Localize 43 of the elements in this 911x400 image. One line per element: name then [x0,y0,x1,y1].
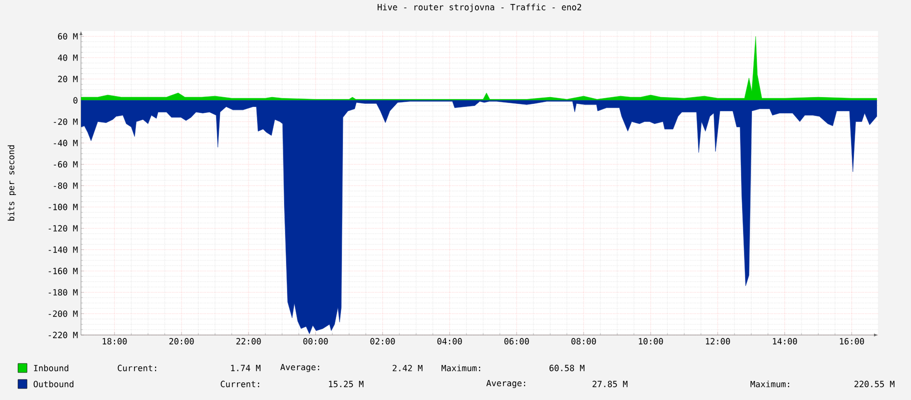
text: Current: [118,364,156,372]
x-tick-label: 14:00 [772,338,797,344]
x-tick-label: 12:00 [706,338,730,344]
y-tick-label: -120 M [48,225,78,232]
x-tick-label: 02:00 [370,338,395,344]
y-tick-label: -40 M [54,140,78,146]
text: Maximum: [750,380,790,388]
y-tick-label: -160 M [48,268,78,274]
y-tick-label: -80 M [54,182,78,189]
x-tick-label: 08:00 [571,338,596,344]
y-tick-label: -180 M [48,289,78,296]
y-tick-label: -60 M [54,161,78,168]
x-tick-label: 20:00 [169,338,194,344]
y-tick-label: -100 M [48,204,78,210]
y-tick-label: 60 M [58,33,78,40]
y-tick-label: 40 M [58,54,78,61]
y-tick-label: -200 M [48,310,78,317]
x-tick-label: 04:00 [437,338,462,344]
text: Average: [280,364,320,372]
x-tick-label: 00:00 [303,338,328,344]
y-tick-label: 20 M [58,76,78,82]
y-tick-label: -20 M [54,118,78,125]
text: Average: [486,380,526,388]
text: 2.42 M [392,364,422,372]
x-tick-label: 10:00 [638,338,663,344]
y-tick-label: -140 M [48,246,78,253]
text: Current: [220,380,260,388]
chart-title: Hive - router strojovna - Traffic - eno2 [378,4,582,12]
x-tick-label: 06:00 [504,338,529,344]
text: 220.55 M [854,380,894,388]
y-tick-label: 0 [73,97,78,104]
text: 1.74 M [231,364,260,372]
text: 27.85 M [592,380,628,388]
y-axis-title: bits per second [8,145,16,221]
legend-label: Outbound [34,380,74,388]
text: 15.25 M [329,380,364,388]
text: 60.58 M [550,364,584,372]
x-tick-label: 22:00 [236,338,261,344]
x-tick-label: 18:00 [102,338,127,344]
y-tick-label: -220 M [48,332,78,338]
text: Maximum: [442,364,480,372]
x-tick-label: 16:00 [840,338,864,344]
legend-label: Inbound [34,364,68,372]
